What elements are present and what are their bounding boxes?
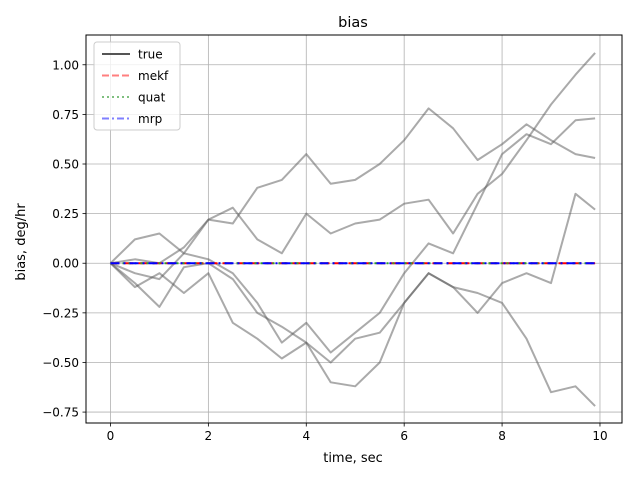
chart-title: bias xyxy=(338,15,368,31)
axes-frame xyxy=(85,34,623,424)
x-tick-label: 10 xyxy=(592,429,607,443)
legend-label-mekf: mekf xyxy=(138,69,169,83)
series-true-line-2 xyxy=(110,117,596,354)
legend-label-quat: quat xyxy=(138,91,166,105)
y-tick-label: −0.50 xyxy=(42,356,79,370)
series-true-line-1 xyxy=(110,52,596,265)
y-tick-label: 0.00 xyxy=(52,257,79,271)
legend-label-mrp: mrp xyxy=(138,112,162,126)
series-true-line-0 xyxy=(109,107,596,264)
x-tick-label: 8 xyxy=(498,429,506,443)
legend: true mekf quat mrp xyxy=(93,41,181,131)
x-tick-label: 4 xyxy=(302,429,310,443)
y-axis-label: bias, deg/hr xyxy=(14,203,29,281)
series-layer xyxy=(109,52,596,407)
x-tick-label: 6 xyxy=(400,429,408,443)
y-tick-label: −0.75 xyxy=(42,406,79,420)
x-tick-label: 0 xyxy=(107,429,115,443)
x-tick-label: 2 xyxy=(205,429,213,443)
y-tick-label: 0.25 xyxy=(52,207,79,221)
legend-box xyxy=(93,41,181,131)
y-tick-label: −0.25 xyxy=(42,306,79,320)
x-axis-label: time, sec xyxy=(323,451,383,466)
series-true-line-3 xyxy=(109,192,596,388)
tick-layer: 0 2 4 6 8 10 −0.75 −0.50 −0.25 0.00 0.25 0.50 0.75 1.… xyxy=(42,58,607,443)
series-true-line-4 xyxy=(109,262,596,407)
y-tick-label: 0.75 xyxy=(52,108,79,122)
y-tick-label: 0.50 xyxy=(52,158,79,172)
legend-label-true: true xyxy=(138,48,163,62)
y-tick-label: 1.00 xyxy=(52,58,79,72)
